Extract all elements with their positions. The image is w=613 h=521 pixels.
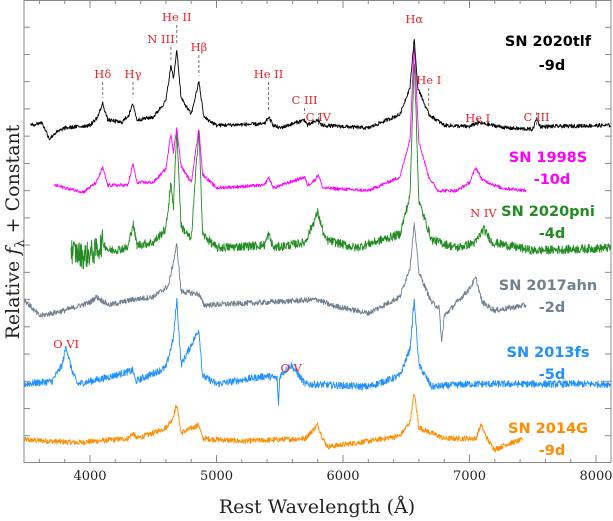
series-label-phase: -5d (539, 367, 566, 383)
series-label-name: SN 2013fs (507, 345, 590, 361)
plot-frame (23, 0, 612, 463)
annotation-label: O V (280, 361, 302, 375)
x-tick-label: 7000 (453, 469, 486, 484)
spectrum-sn-2017ahn (23, 222, 527, 343)
annotation-label: O VI (53, 337, 79, 351)
annotation-label: Hβ (191, 40, 208, 54)
annotation-label: Hα (405, 12, 423, 26)
series-label-name: SN 1998S (509, 150, 587, 166)
x-axis-title: Rest Wavelength (Å) (219, 496, 415, 518)
y-axis-title-sub: λ (13, 239, 28, 247)
series-label-phase: -9d (539, 58, 566, 74)
series-label-name: SN 2014G (508, 421, 588, 437)
annotation-label: He II (162, 10, 192, 24)
axis-ticks: 4000 5000 6000 7000 8000 (24, 0, 613, 484)
y-axis-title-pre: Relative (2, 255, 24, 340)
series-label-phase: -2d (539, 300, 566, 316)
annotation-label: Hδ (94, 67, 111, 81)
annotation-label: N IV (470, 206, 497, 220)
x-tick-label: 8000 (579, 469, 612, 484)
spectrum-sn-2020tlf (30, 38, 611, 141)
series-labels: SN 2020tlf -9d SN 1998S -10d SN 2020pni -4d SN… (499, 34, 597, 459)
y-axis-title-f: f (2, 245, 24, 257)
series-label-phase: -9d (539, 443, 566, 459)
series-label-phase: -10d (534, 172, 571, 188)
x-tick-label: 6000 (326, 469, 359, 484)
series-label-name: SN 2017ahn (499, 278, 597, 294)
annotation-label: He II (254, 67, 284, 81)
x-tick-label: 5000 (200, 469, 233, 484)
series-label-phase: -4d (539, 226, 566, 242)
y-axis-title: Relative fλ + Constant (2, 124, 28, 339)
annotation-label: N III (147, 32, 174, 46)
spectrum-sn-2020pni (70, 63, 611, 270)
spectrum-sn-2014g (23, 393, 523, 453)
y-axis-title-post: + Constant (2, 124, 24, 239)
series-label-name: SN 2020pni (501, 204, 595, 220)
annotation-label: C III (291, 93, 317, 107)
x-tick-label: 4000 (73, 469, 106, 484)
spectrum-sn-1998s (54, 47, 527, 194)
series-label-name: SN 2020tlf (505, 34, 592, 50)
spectrum-sn-2013fs (23, 297, 612, 406)
annotation-label: He I (416, 73, 441, 87)
spectra-series (23, 38, 612, 453)
annotation-label: Hγ (125, 67, 142, 81)
